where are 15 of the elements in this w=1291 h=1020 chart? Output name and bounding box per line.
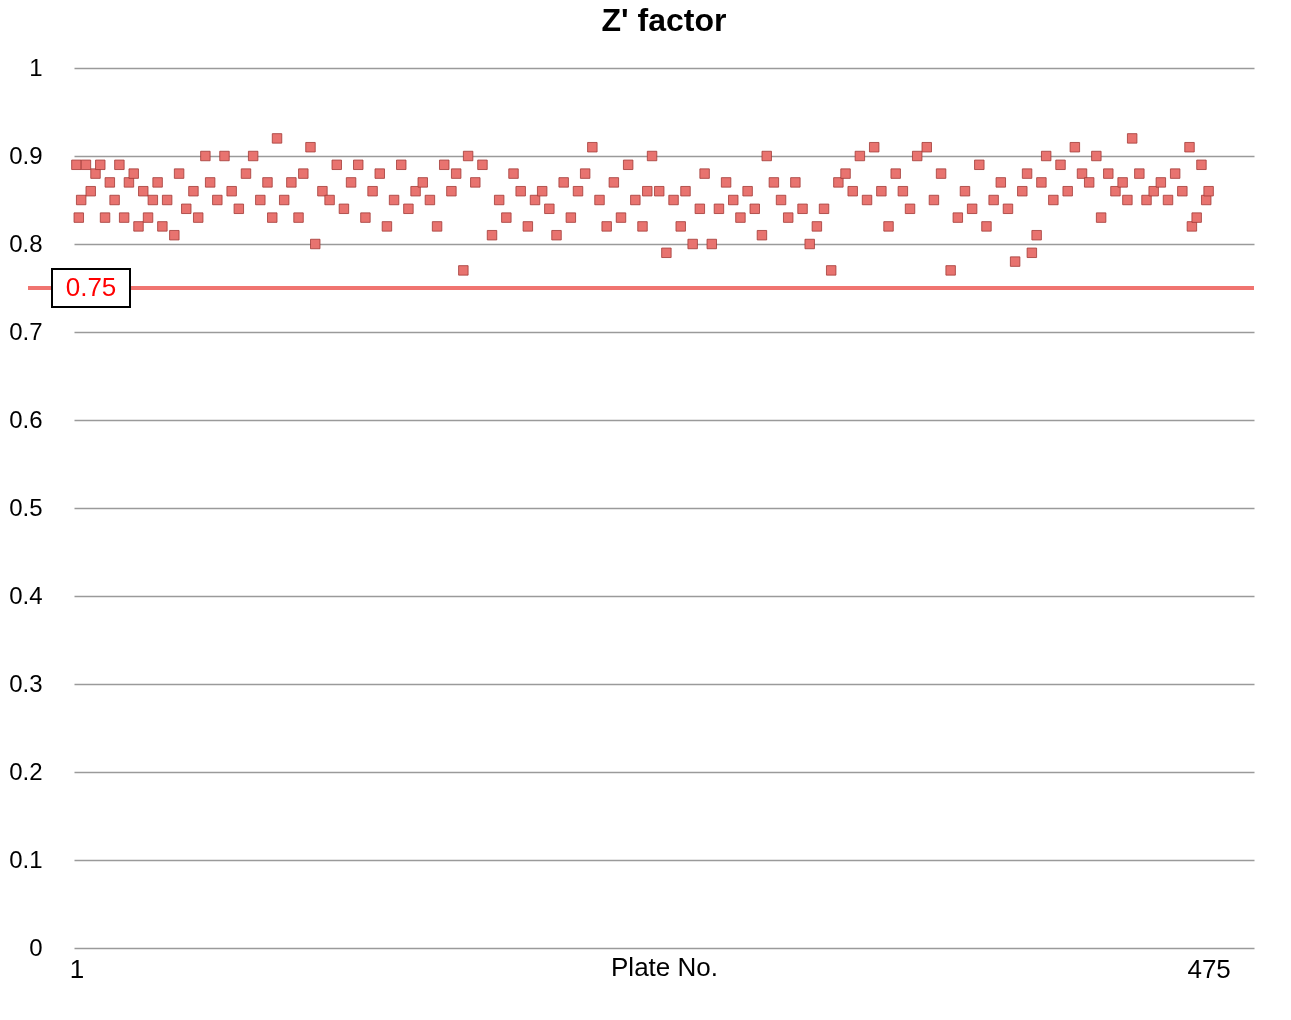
y-tick-label: 1 xyxy=(29,53,43,81)
y-tick-label: 0.8 xyxy=(9,229,43,257)
y-tick-label: 0.9 xyxy=(9,141,43,169)
y-tick-label: 0.3 xyxy=(9,669,43,697)
ref-line-label: 0.75 xyxy=(65,272,117,302)
y-tick-label: 0.6 xyxy=(9,405,43,433)
y-tick-label: 0.4 xyxy=(9,581,43,609)
y-tick-label: 0.5 xyxy=(9,493,43,521)
x-axis-title: Plate No. xyxy=(611,951,718,982)
chart-title: Z' factor xyxy=(601,2,727,38)
y-tick-label: 0.7 xyxy=(9,317,43,345)
y-tick-label: 0.2 xyxy=(9,757,43,785)
x-tick-label: 475 xyxy=(1187,953,1231,984)
y-tick-label: 0 xyxy=(29,933,43,961)
y-tick-label: 0.1 xyxy=(9,845,43,873)
